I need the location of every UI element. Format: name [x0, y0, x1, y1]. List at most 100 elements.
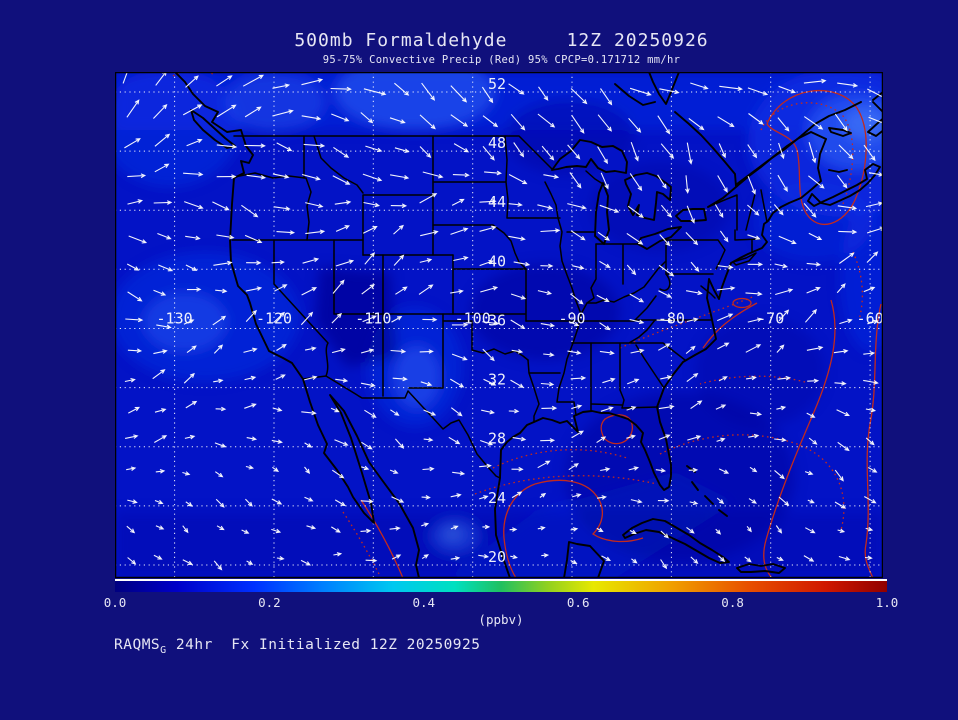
- wind-vector-arrow: [749, 466, 758, 473]
- wind-vector-arrow: [482, 115, 499, 128]
- lake-superior: [551, 139, 628, 174]
- wind-vector-arrow: [276, 230, 296, 235]
- wind-vector-arrow: [600, 467, 611, 472]
- wind-vector-arrow: [124, 138, 141, 149]
- wind-vector-arrow: [244, 375, 257, 381]
- wind-vector-arrow: [450, 85, 468, 103]
- wind-vector-arrow: [508, 408, 520, 414]
- wind-vector-arrow: [602, 377, 616, 384]
- wind-vector-arrow: [362, 173, 383, 182]
- wind-vector-arrow: [420, 381, 433, 387]
- wind-vector-arrow: [246, 174, 267, 180]
- wind-vector-arrow: [836, 283, 846, 294]
- wind-vector-arrow: [596, 495, 607, 500]
- wind-vector-arrow: [214, 471, 224, 478]
- wind-vector-arrow: [304, 442, 313, 448]
- wind-vector-arrow: [863, 144, 876, 162]
- coastlines-and-borders: [174, 72, 883, 578]
- wind-vector-arrow: [334, 439, 349, 446]
- wind-vector-arrow: [778, 496, 790, 507]
- wind-vector-arrow: [154, 435, 168, 443]
- wind-vector-arrow: [185, 235, 201, 241]
- wind-vector-arrow: [803, 555, 815, 562]
- wind-vector-arrow: [658, 434, 671, 441]
- wind-vector-arrow: [773, 204, 784, 216]
- wind-vector-arrow: [716, 437, 726, 443]
- wind-vector-arrow: [570, 527, 579, 532]
- wind-vector-arrow: [510, 319, 526, 330]
- wind-vector-arrow: [599, 204, 620, 213]
- wind-vector-arrow: [271, 498, 283, 505]
- wind-vector-arrow: [864, 496, 877, 504]
- wind-vector-arrow: [122, 72, 128, 84]
- wind-vector-arrow: [453, 143, 470, 153]
- wind-vector-arrow: [510, 113, 526, 131]
- wind-vector-arrow: [483, 378, 497, 386]
- wind-vector-arrow: [182, 559, 194, 565]
- wind-vector-arrow: [245, 464, 255, 470]
- wind-vector-arrow: [747, 262, 764, 267]
- wind-vector-arrow: [272, 109, 294, 117]
- wind-vector-arrow: [215, 498, 225, 508]
- wind-vector-arrow: [600, 88, 613, 106]
- wind-vector-arrow: [628, 466, 640, 471]
- wind-vector-arrow: [864, 555, 873, 561]
- wind-vector-arrow: [717, 116, 735, 128]
- st-lawrence-north-shore: [736, 101, 862, 185]
- wind-vector-arrow: [244, 403, 257, 409]
- wind-vector-arrow: [537, 204, 554, 210]
- wind-vector-arrow: [391, 554, 402, 560]
- wind-vector-arrow: [301, 78, 324, 86]
- wind-vector-arrow: [450, 407, 463, 417]
- wind-vector-arrow: [657, 498, 670, 503]
- wind-vector-arrow: [213, 378, 224, 384]
- wind-vector-arrow: [719, 85, 743, 92]
- prince-edward-island: [828, 169, 848, 173]
- wind-vector-arrow: [303, 143, 326, 148]
- wind-vector-arrow: [481, 409, 495, 415]
- svg-text:40: 40: [488, 252, 506, 270]
- wind-vector-arrow: [182, 525, 189, 534]
- wind-vector-arrow: [719, 230, 729, 243]
- wind-vector-arrow: [685, 345, 696, 355]
- wind-vector-arrow: [541, 145, 555, 161]
- canada-lake-squiggle: [614, 83, 656, 106]
- wind-vector-arrow: [716, 313, 734, 322]
- wind-vector-arrow: [778, 142, 785, 160]
- wind-vector-arrow: [127, 199, 144, 205]
- colorbar: 0.0 0.2 0.4 0.6 0.8 1.0 (ppbv): [104, 579, 898, 627]
- wind-vector-arrow: [360, 499, 374, 504]
- wind-vector-arrow: [865, 526, 874, 532]
- model-subscript: G: [160, 644, 167, 656]
- wind-vector-arrow: [419, 114, 436, 130]
- wind-vector-arrow: [484, 170, 502, 176]
- wind-vector-arrow: [567, 203, 587, 210]
- wind-vector-arrow: [804, 470, 814, 476]
- wind-vector-arrow: [421, 495, 431, 500]
- wind-vector-arrow: [153, 554, 163, 560]
- wind-vector-arrow: [423, 409, 437, 416]
- wind-vector-arrow: [450, 525, 459, 530]
- wind-vector-arrow: [626, 434, 636, 440]
- coastline-west: [174, 72, 420, 578]
- wind-vector-arrow: [271, 439, 283, 444]
- wind-vector-arrow: [774, 469, 785, 480]
- wind-vector-arrow: [186, 287, 202, 292]
- wind-vector-arrow: [185, 75, 199, 88]
- wind-vector-arrow: [360, 528, 372, 534]
- wind-vector-arrow: [152, 369, 166, 380]
- wind-vector-arrow: [362, 226, 378, 234]
- wind-vector-arrow: [421, 82, 436, 101]
- wind-vector-arrow: [389, 526, 401, 531]
- wind-vector-arrow: [331, 312, 342, 324]
- wind-vector-arrow: [838, 252, 855, 264]
- wind-vector-arrow: [803, 203, 817, 218]
- wind-vector-arrow: [776, 344, 785, 353]
- wind-vector-arrow: [778, 309, 790, 322]
- wind-vector-arrow: [868, 116, 883, 124]
- wind-vector-arrow: [690, 82, 709, 90]
- wind-vector-arrow: [479, 199, 497, 204]
- wind-vector-arrow: [685, 175, 690, 194]
- wind-vector-arrow: [482, 145, 495, 161]
- wind-vector-arrow: [421, 522, 430, 527]
